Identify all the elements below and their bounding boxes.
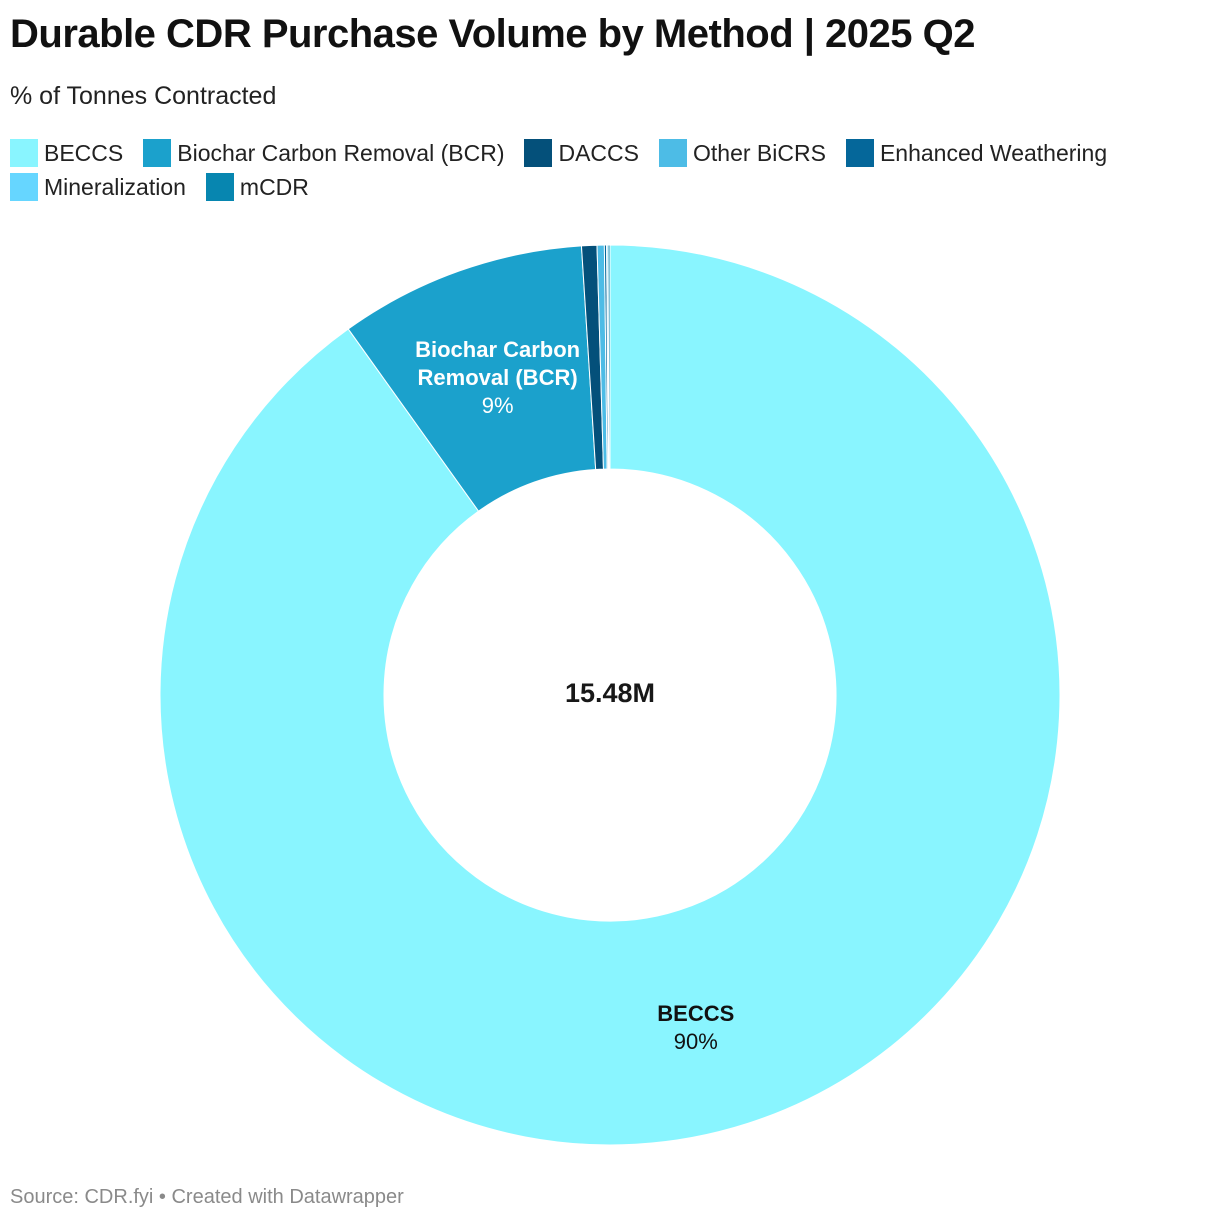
legend-item: BECCS xyxy=(10,136,123,170)
slice-label: BECCS xyxy=(657,1001,734,1026)
legend-swatch xyxy=(524,139,553,167)
legend-item: mCDR xyxy=(205,170,309,204)
legend-swatch xyxy=(10,139,38,167)
chart-subtitle: % of Tonnes Contracted xyxy=(10,82,277,110)
legend-label: Enhanced Weathering xyxy=(879,139,1108,166)
legend-swatch xyxy=(845,139,874,167)
slice-label: Biochar Carbon xyxy=(415,337,580,362)
slice-label: Removal (BCR) xyxy=(418,365,578,390)
legend-item: Biochar Carbon Removal (BCR) xyxy=(143,136,504,170)
slice-value-label: 90% xyxy=(674,1029,718,1054)
legend-item: DACCS xyxy=(524,136,639,170)
legend-swatch xyxy=(205,173,234,201)
legend-item: Enhanced Weathering xyxy=(845,136,1108,170)
source-note: Source: CDR.fyi • Created with Datawrapp… xyxy=(10,1186,404,1208)
legend-label: DACCS xyxy=(558,139,639,166)
legend-swatch xyxy=(659,139,687,167)
legend-label: BECCS xyxy=(44,139,124,166)
legend-label: Other BiCRS xyxy=(693,139,826,166)
slice-value-label: 9% xyxy=(482,393,514,418)
donut-slice xyxy=(159,244,1061,1146)
donut-slice xyxy=(607,244,611,470)
legend-label: mCDR xyxy=(239,173,309,200)
legend-swatch xyxy=(143,139,172,167)
legend-item: Other BiCRS xyxy=(659,136,826,170)
legend-label: Biochar Carbon Removal (BCR) xyxy=(177,139,505,166)
donut-center-total: 15.48M xyxy=(565,678,655,708)
legend-swatch xyxy=(10,173,38,201)
chart-title: Durable CDR Purchase Volume by Method | … xyxy=(10,12,976,56)
chart-legend: BECCS Biochar Carbon Removal (BCR) DACCS Ot… xyxy=(10,136,1200,204)
legend-label: Mineralization xyxy=(44,173,186,200)
legend-item: Mineralization xyxy=(10,170,186,204)
